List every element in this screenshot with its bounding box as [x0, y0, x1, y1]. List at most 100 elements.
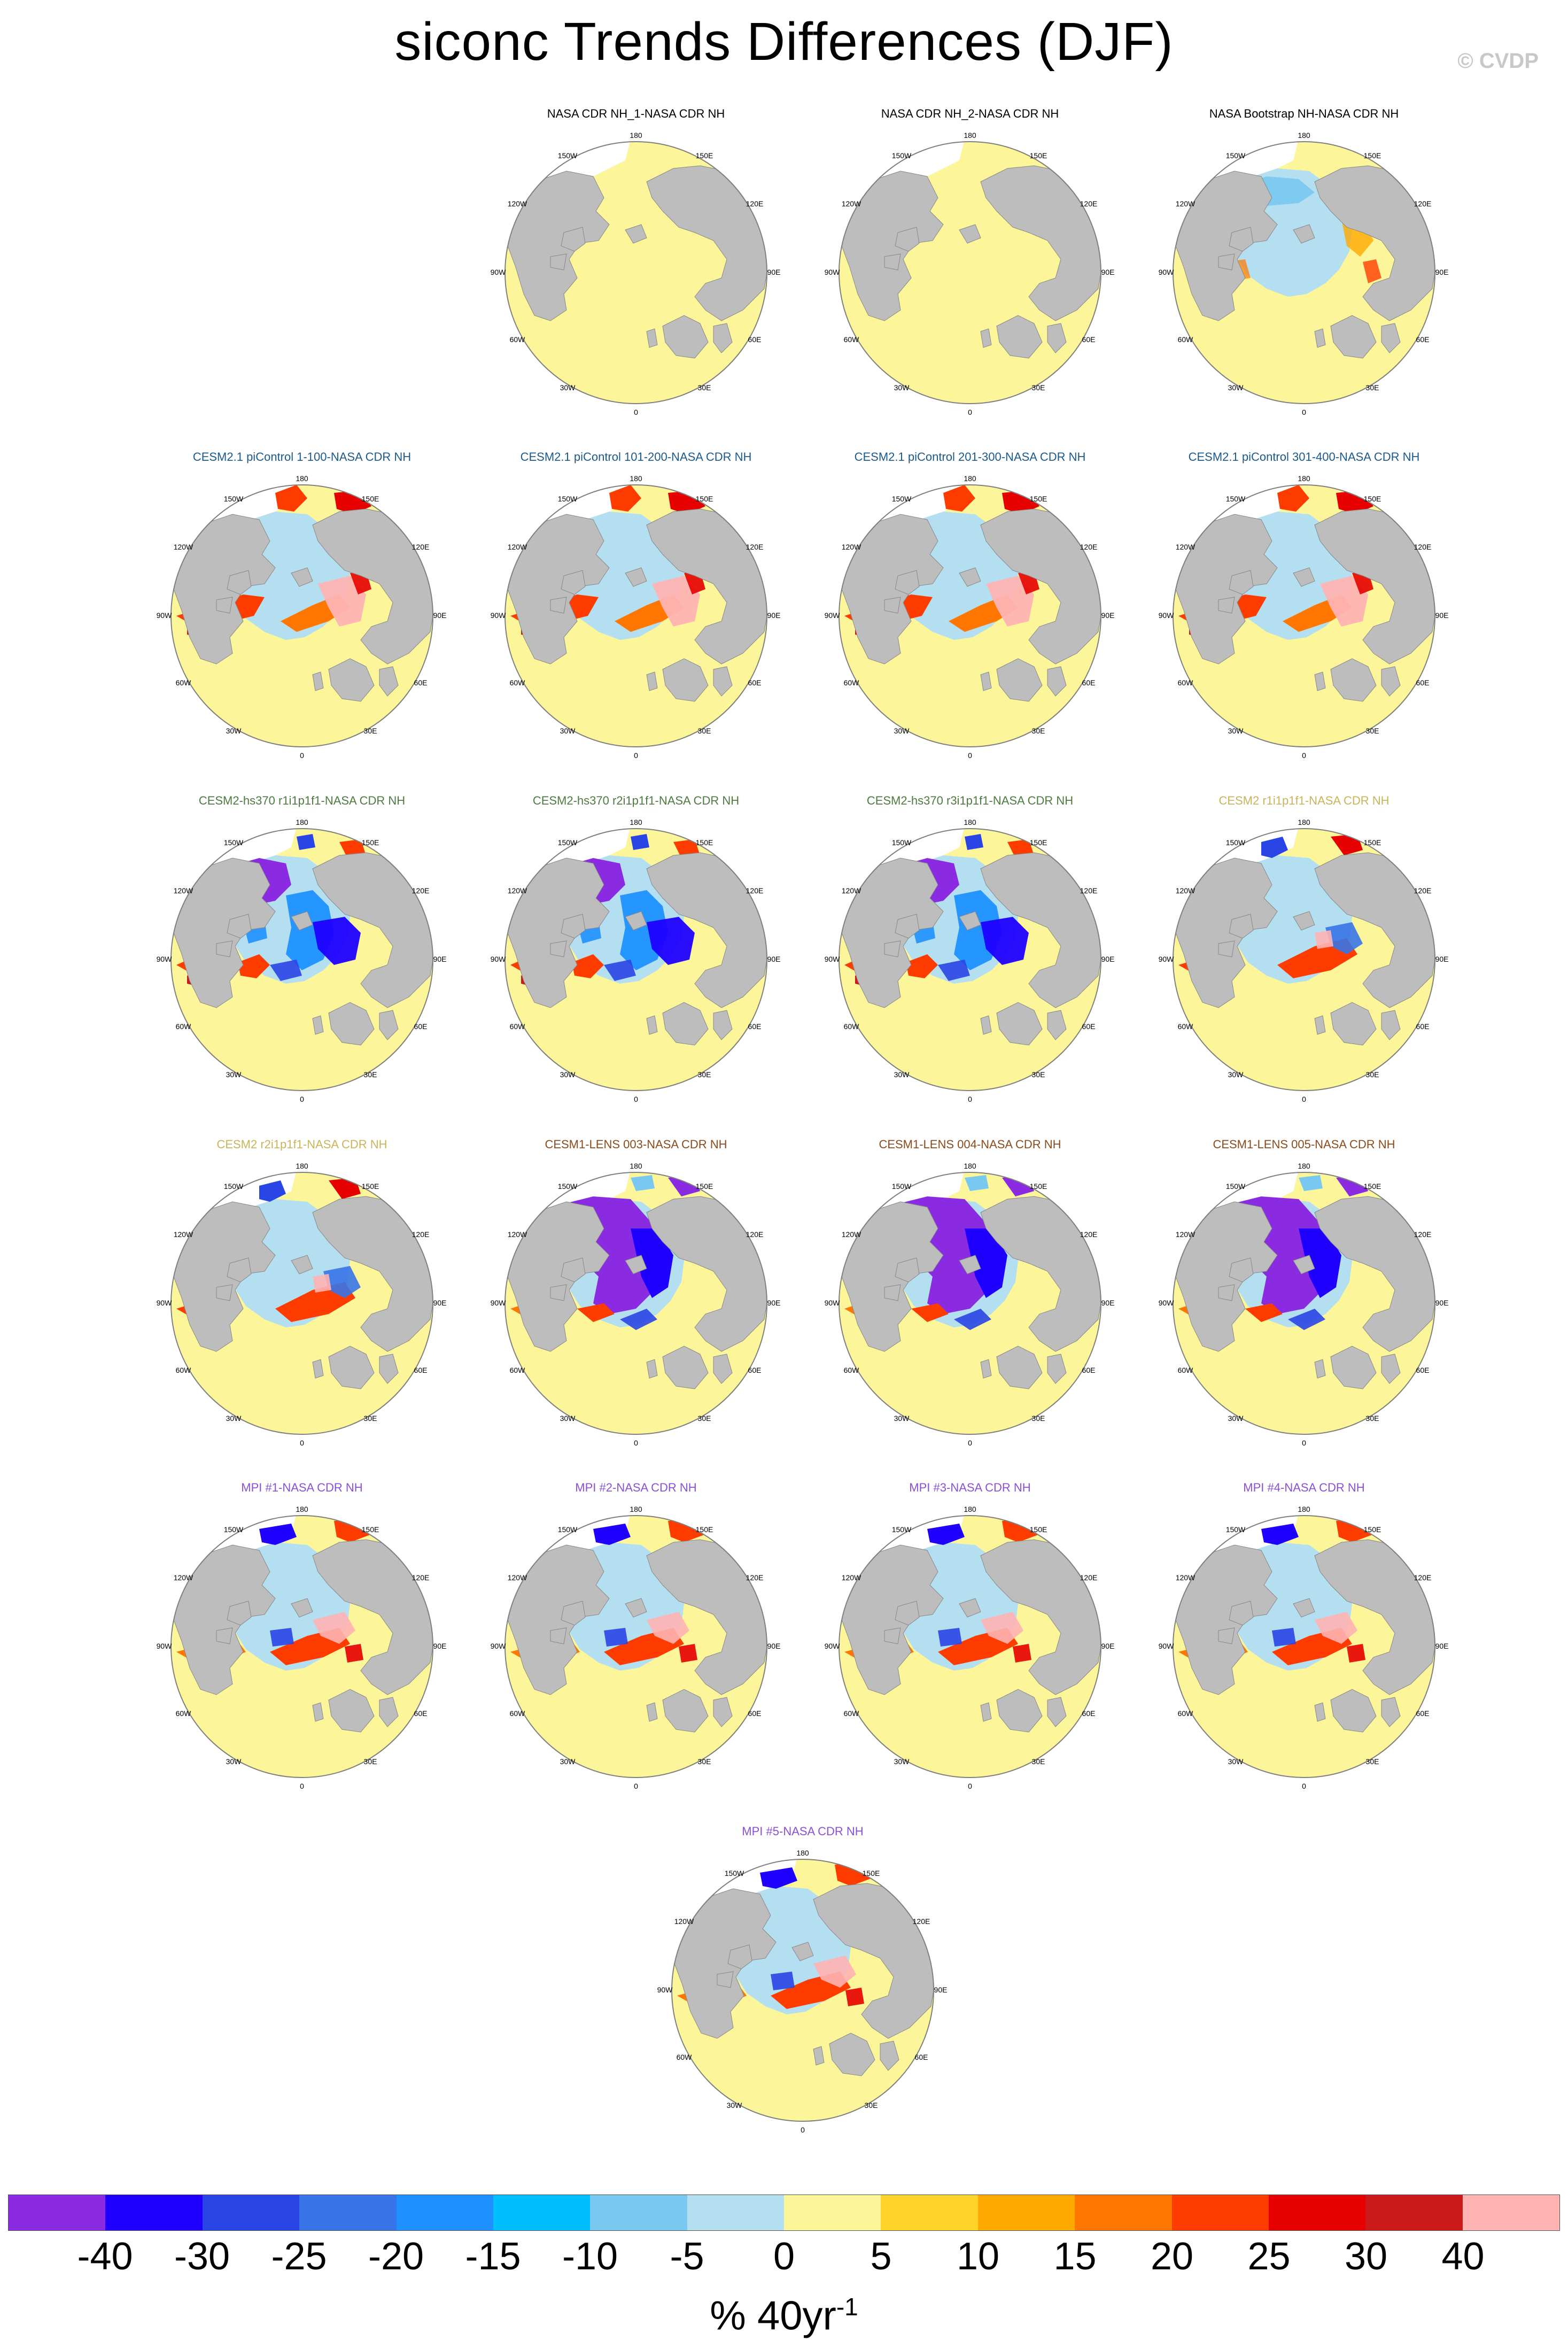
land-mass: [379, 1010, 399, 1040]
longitude-label: 120W: [174, 886, 193, 895]
longitude-label: 150E: [362, 1182, 379, 1191]
land-mass: [312, 671, 324, 691]
colorbar-box: [1268, 2195, 1366, 2230]
longitude-label: 30E: [1032, 727, 1045, 735]
trend-anomaly-region: [620, 1309, 657, 1330]
land-mass: [996, 1689, 1043, 1733]
land-mass: [1047, 323, 1067, 353]
longitude-label: 150E: [1364, 151, 1381, 160]
longitude-label: 150E: [1364, 1182, 1381, 1191]
trend-anomaly-region: [1299, 1228, 1341, 1298]
trend-anomaly-region: [1347, 1644, 1365, 1663]
land-mass: [1175, 514, 1278, 664]
longitude-label: 90E: [1435, 611, 1449, 620]
land-mass: [291, 911, 313, 931]
land-mass: [1175, 1201, 1278, 1352]
panel-title: MPI #1-NASA CDR NH: [241, 1481, 363, 1494]
longitude-label: 30E: [698, 727, 711, 735]
trend-anomaly-region: [345, 1644, 363, 1663]
longitude-label: 60E: [915, 2053, 928, 2061]
longitude-label: 30W: [226, 1757, 242, 1766]
colorbar-tick-label: -25: [271, 2235, 327, 2278]
colorbar-tick-label: -30: [174, 2235, 230, 2278]
longitude-label: 120E: [1414, 1573, 1432, 1582]
land-mass: [1229, 914, 1254, 939]
longitude-label: 120E: [746, 199, 764, 208]
longitude-label: 0: [968, 751, 972, 760]
land-mass: [1314, 1359, 1326, 1379]
land-mass: [1330, 1689, 1377, 1733]
longitude-label: 120E: [1414, 543, 1432, 551]
panel-title: CESM2-hs370 r2i1p1f1-NASA CDR NH: [532, 794, 740, 807]
longitude-label: 150W: [224, 838, 244, 847]
trend-anomaly-region: [1315, 930, 1333, 949]
land-mass: [1229, 570, 1254, 595]
longitude-label: 60E: [1082, 1366, 1096, 1374]
longitude-label: 30W: [560, 1414, 576, 1423]
longitude-label: 150W: [1226, 151, 1246, 160]
polar-stereographic-map: 180 150W 150E 120W 120E 90W 90E 60W 60E 30W 30E 0: [1159, 474, 1449, 760]
trend-anomaly-region: [1363, 259, 1381, 283]
land-mass: [216, 1284, 233, 1301]
trend-anomaly-region: [813, 1956, 856, 1988]
polar-stereographic-map: 180 150W 150E 120W 120E 90W 90E 60W 60E 30W 30E 0: [1159, 1505, 1449, 1790]
trend-anomaly-region: [1320, 576, 1368, 627]
longitude-label: 150W: [892, 1525, 912, 1534]
longitude-label: 150W: [558, 151, 578, 160]
polar-stereographic-map: 180 150W 150E 120W 120E 90W 90E 60W 60E 30W 30E 0: [1159, 1162, 1449, 1447]
land-mass: [550, 597, 567, 614]
longitude-label: 60W: [844, 1709, 860, 1718]
land-mass: [328, 1002, 375, 1046]
land-mass: [1314, 671, 1326, 691]
land-mass: [841, 171, 944, 321]
land-mass: [980, 1359, 992, 1379]
colorbar-tick-label: 10: [956, 2235, 1000, 2278]
land-mass: [662, 1002, 709, 1046]
colorbar-tick-label: -40: [77, 2235, 133, 2278]
colorbar-box: [1462, 2195, 1559, 2230]
trend-anomaly-region: [965, 834, 983, 850]
land-mass: [1381, 666, 1401, 697]
colorbar-box: [590, 2195, 687, 2230]
land-mass: [1175, 1544, 1278, 1695]
polar-stereographic-map: 180 150W 150E 120W 120E 90W 90E 60W 60E 30W 30E 0: [157, 1162, 447, 1447]
longitude-label: 0: [634, 751, 638, 760]
longitude-label: 90W: [825, 611, 841, 620]
trend-anomaly-region: [270, 1628, 294, 1647]
map-panel: CESM2.1 piControl 101-200-NASA CDR NH 180…: [470, 450, 802, 771]
longitude-label: 0: [968, 1782, 972, 1790]
polar-stereographic-map: 180 150W 150E 120W 120E 90W 90E 60W 60E 30W 30E 0: [491, 1505, 781, 1790]
trend-anomaly-region: [631, 1228, 673, 1298]
figure-title: siconc Trends Differences (DJF): [394, 12, 1174, 72]
map-panel: MPI #1-NASA CDR NH 180 150W 150E 120W 120E 90W…: [136, 1481, 468, 1802]
trend-anomaly-region: [647, 1612, 689, 1644]
land-mass: [895, 1257, 920, 1282]
land-mass: [1175, 171, 1278, 321]
longitude-label: 60W: [844, 1022, 860, 1031]
land-mass: [625, 1598, 647, 1618]
land-mass: [379, 1697, 399, 1727]
trend-anomaly-region: [981, 917, 1029, 965]
longitude-label: 180: [630, 474, 642, 483]
panel-title: CESM2 r2i1p1f1-NASA CDR NH: [216, 1138, 387, 1151]
longitude-label: 60W: [677, 2053, 693, 2061]
land-mass: [1330, 658, 1377, 702]
polar-stereographic-map: 180 150W 150E 120W 120E 90W 90E 60W 60E 30W 30E 0: [825, 474, 1115, 760]
land-mass: [829, 2033, 875, 2076]
panel-title: MPI #4-NASA CDR NH: [1243, 1481, 1365, 1494]
panel-title: CESM2-hs370 r1i1p1f1-NASA CDR NH: [198, 794, 406, 807]
longitude-label: 30W: [894, 1757, 910, 1766]
colorbar-tick-label: 20: [1150, 2235, 1194, 2278]
colorbar-tick-label: -10: [562, 2235, 618, 2278]
longitude-label: 90W: [1159, 1299, 1175, 1307]
longitude-label: 30E: [698, 1757, 711, 1766]
longitude-label: 30W: [226, 727, 242, 735]
land-mass: [561, 1257, 586, 1282]
longitude-label: 0: [300, 751, 304, 760]
longitude-label: 180: [296, 474, 308, 483]
colorbar-box: [977, 2195, 1075, 2230]
land-mass: [662, 658, 709, 702]
longitude-label: 90W: [491, 1299, 507, 1307]
trend-anomaly-region: [577, 1303, 615, 1322]
land-mass: [996, 658, 1043, 702]
